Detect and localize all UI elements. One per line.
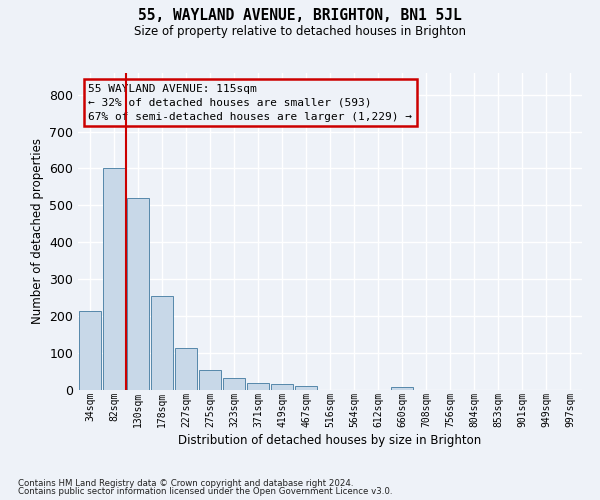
- Text: Size of property relative to detached houses in Brighton: Size of property relative to detached ho…: [134, 24, 466, 38]
- Bar: [79, 310, 101, 390]
- Bar: [247, 384, 269, 390]
- Y-axis label: Number of detached properties: Number of detached properties: [31, 138, 44, 324]
- Text: 55 WAYLAND AVENUE: 115sqm
← 32% of detached houses are smaller (593)
67% of semi: 55 WAYLAND AVENUE: 115sqm ← 32% of detac…: [88, 84, 412, 122]
- Text: Contains HM Land Registry data © Crown copyright and database right 2024.: Contains HM Land Registry data © Crown c…: [18, 478, 353, 488]
- Bar: [199, 370, 221, 390]
- Bar: [103, 168, 125, 390]
- Bar: [175, 348, 197, 390]
- Bar: [271, 384, 293, 390]
- X-axis label: Distribution of detached houses by size in Brighton: Distribution of detached houses by size …: [178, 434, 482, 446]
- Bar: [127, 198, 149, 390]
- Bar: [151, 296, 173, 390]
- Bar: [391, 387, 413, 390]
- Bar: [223, 378, 245, 390]
- Text: 55, WAYLAND AVENUE, BRIGHTON, BN1 5JL: 55, WAYLAND AVENUE, BRIGHTON, BN1 5JL: [138, 8, 462, 22]
- Text: Contains public sector information licensed under the Open Government Licence v3: Contains public sector information licen…: [18, 487, 392, 496]
- Bar: [295, 386, 317, 390]
